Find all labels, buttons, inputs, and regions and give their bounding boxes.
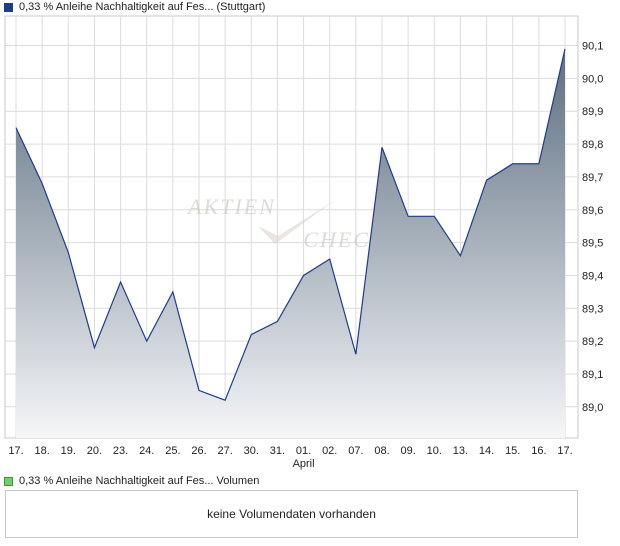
x-tick-label: 01.: [296, 445, 311, 457]
x-tick-label: 23.: [113, 445, 128, 457]
price-line: [15, 48, 566, 401]
x-tick-label: 24.: [139, 445, 154, 457]
x-tick-label: 08.: [374, 445, 389, 457]
month-label: April: [293, 458, 315, 470]
y-tick-label: 89,3: [582, 303, 603, 315]
volume-legend-swatch: [4, 476, 13, 486]
x-tick-label: 26.: [191, 445, 206, 457]
volume-empty-message: keine Volumendaten vorhanden: [207, 507, 376, 521]
y-tick-label: 89,8: [582, 139, 603, 151]
x-tick-label: 17.: [8, 445, 23, 457]
x-tick-label: 17.: [557, 445, 572, 457]
x-axis-ticks: 17. 18. 19. 20. 23. 24. 25. 26. 27. 30. 31. 01. 02. 0…: [8, 445, 572, 470]
x-tick-label: 25.: [165, 445, 180, 457]
watermark-aktien: AKTIEN: [186, 194, 276, 219]
y-tick-label: 89,5: [582, 238, 603, 250]
x-tick-label: 19.: [61, 445, 76, 457]
volume-legend-label: 0,33 % Anleihe Nachhaltigkeit auf Fes...…: [19, 475, 260, 487]
x-tick-label: 10.: [427, 445, 442, 457]
y-tick-label: 89,2: [582, 336, 603, 348]
x-tick-label: 20.: [87, 445, 102, 457]
x-tick-label: 02.: [322, 445, 337, 457]
price-area: [16, 48, 565, 439]
x-tick-label: 27.: [217, 445, 232, 457]
y-tick-label: 90,1: [582, 41, 603, 53]
y-tick-label: 89,0: [582, 402, 603, 414]
y-axis-ticks: 89,0 89,1 89,2 89,3 89,4 89,5 89,6 89,7 89,8 89,9…: [582, 41, 603, 414]
volume-legend: 0,33 % Anleihe Nachhaltigkeit auf Fes...…: [4, 474, 259, 488]
x-tick-label: 16.: [531, 445, 546, 457]
y-tick-label: 90,0: [582, 73, 603, 85]
price-chart: AKTIEN CHECK 89,089,189,289,389,489,589,…: [4, 15, 603, 470]
y-tick-label: 89,9: [582, 106, 603, 118]
y-tick-label: 89,6: [582, 205, 603, 217]
x-tick-label: 31.: [270, 445, 285, 457]
x-tick-label: 09.: [400, 445, 415, 457]
y-tick-label: 89,7: [582, 172, 603, 184]
x-tick-label: 14.: [479, 445, 494, 457]
price-legend: 0,33 % Anleihe Nachhaltigkeit auf Fes...…: [4, 0, 265, 14]
price-legend-swatch: [4, 2, 13, 12]
y-tick-label: 89,4: [582, 270, 603, 282]
y-tick-label: 89,1: [582, 369, 603, 381]
x-tick-label: 15.: [505, 445, 520, 457]
price-legend-label: 0,33 % Anleihe Nachhaltigkeit auf Fes...…: [19, 1, 266, 13]
x-tick-label: 18.: [34, 445, 49, 457]
volume-panel: keine Volumendaten vorhanden: [5, 490, 578, 538]
x-tick-label: 30.: [244, 445, 259, 457]
x-tick-label: 13.: [453, 445, 468, 457]
x-tick-label: 07.: [348, 445, 363, 457]
